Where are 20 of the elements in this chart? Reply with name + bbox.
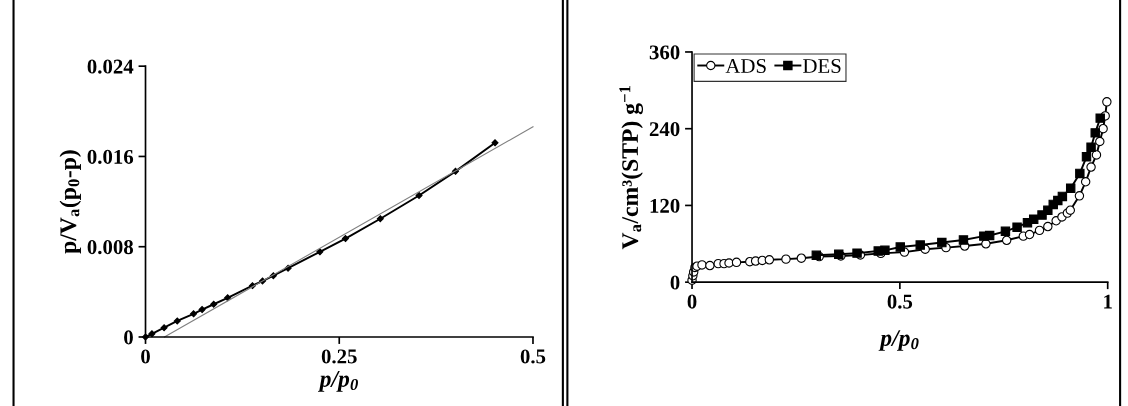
y-tick-label: 0.024 — [87, 59, 134, 74]
y-axis-title: p/V$_{a}$(p$_{0}$-p) — [59, 150, 81, 254]
y-tick-label: 120 — [650, 198, 680, 213]
y-tick-label: 0 — [124, 330, 133, 345]
y-tick-label: 0.016 — [87, 149, 134, 164]
y-tick-label: 360 — [649, 45, 680, 60]
x-axis-title: p/p$_{0}$ — [878, 330, 919, 351]
y-tick-label: 0 — [670, 275, 680, 290]
y-tick-label: 0.008 — [87, 240, 134, 255]
x-tick-label: 0 — [141, 349, 150, 364]
legend-label: DES — [803, 59, 841, 74]
x-tick-label: 1 — [1104, 294, 1112, 309]
x-tick-label: 0.25 — [321, 349, 357, 364]
x-tick-label: 0.5 — [520, 349, 546, 364]
x-axis-title: p/p$_{0}$ — [317, 371, 358, 392]
y-tick-label: 240 — [649, 122, 680, 137]
legend-label: ADS — [725, 59, 766, 74]
x-tick-label: 0.5 — [887, 294, 913, 309]
x-tick-label: 0 — [687, 294, 697, 309]
y-axis-title: V$_{a}$/cm³(STP) g$^{−1}$ — [619, 86, 644, 250]
